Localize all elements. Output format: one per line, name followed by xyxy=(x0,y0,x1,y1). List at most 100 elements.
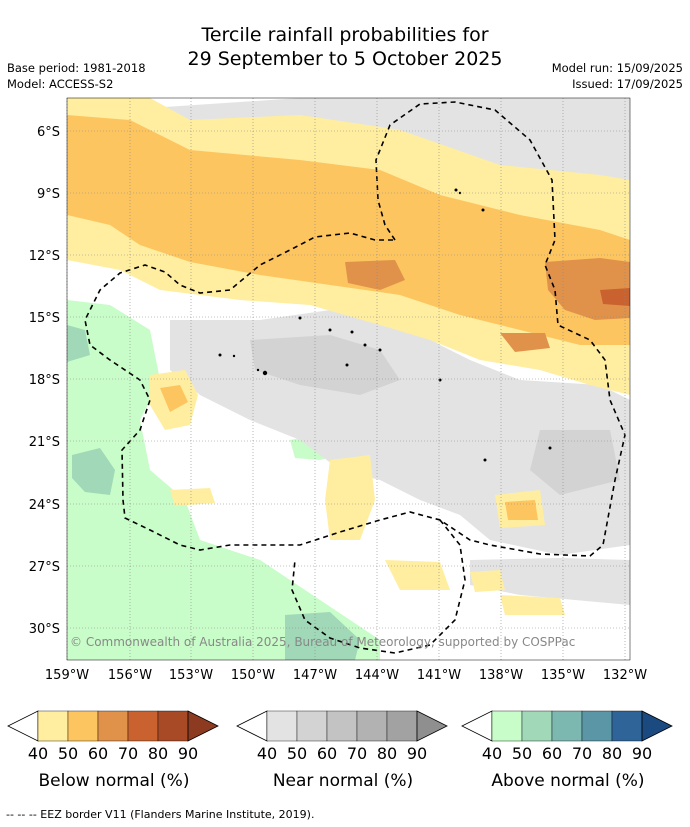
colorbar-cell xyxy=(356,710,388,742)
colorbar-tick-label: 50 xyxy=(287,744,307,763)
colorbar-cell xyxy=(296,710,328,742)
below-normal-patch-east-mid xyxy=(505,500,538,520)
colorbar-cell xyxy=(67,710,99,742)
colorbar-cell xyxy=(326,710,358,742)
lon-label: 141°W xyxy=(417,668,461,683)
colorbar-tick-label: 50 xyxy=(58,744,78,763)
below-normal-band-60-east xyxy=(545,258,630,320)
colorbar-tick-label: 70 xyxy=(347,744,367,763)
lon-label: 156°W xyxy=(108,668,152,683)
base-period: Base period: 1981-2018 xyxy=(7,61,146,75)
issued-date: Issued: 17/09/2025 xyxy=(572,77,683,91)
colorbar-tick-label: 80 xyxy=(602,744,622,763)
below-normal-patch-west-mid xyxy=(160,385,188,412)
lon-label: 144°W xyxy=(355,668,399,683)
lat-label: 6°S xyxy=(37,125,60,140)
map-fields xyxy=(67,98,630,660)
colorbar-cell xyxy=(157,710,189,742)
colorbar-tick-label: 80 xyxy=(377,744,397,763)
colorbar-cell xyxy=(521,710,553,742)
lat-label: 18°S xyxy=(29,373,60,388)
colorbar-tick-label: 90 xyxy=(407,744,427,763)
below-normal-patch-south xyxy=(385,560,450,590)
colorbar-high-arrow xyxy=(187,710,219,742)
island-markers xyxy=(218,188,552,462)
eez-border-south xyxy=(291,519,466,654)
colorbar-cell xyxy=(127,710,159,742)
lon-label: 147°W xyxy=(293,668,337,683)
longitude-labels: 159°W 156°W 153°W 150°W 147°W 144°W 141°… xyxy=(45,668,647,683)
lon-label: 138°W xyxy=(479,668,523,683)
colorbar-tick-label: 60 xyxy=(542,744,562,763)
legend-below-label: Below normal (%) xyxy=(38,771,190,791)
above-normal-region-west-dark-2 xyxy=(67,325,90,362)
near-normal-east-dark xyxy=(530,430,620,495)
colorbar-cell xyxy=(491,710,523,742)
lat-label: 24°S xyxy=(29,498,60,513)
near-normal-centre-dark xyxy=(250,335,400,395)
above-normal-region-west xyxy=(67,300,380,660)
below-normal-patch-southeast xyxy=(500,595,565,615)
title-line-2: 29 September to 5 October 2025 xyxy=(187,48,503,70)
below-normal-patch-sw xyxy=(170,488,215,506)
below-normal-patch-centre xyxy=(325,455,375,540)
below-normal-band-50 xyxy=(67,115,630,345)
lat-label: 21°S xyxy=(29,435,60,450)
colorbar-tick-label: 40 xyxy=(28,744,48,763)
colorbar-cell xyxy=(581,710,613,742)
lat-label: 9°S xyxy=(37,187,60,202)
colorbar-cell xyxy=(97,710,129,742)
metadata-right: Model run: 15/09/2025 Issued: 17/09/2025 xyxy=(552,60,683,92)
colorbar-cell xyxy=(551,710,583,742)
near-normal-south xyxy=(470,558,630,605)
below-normal-band-60-se xyxy=(500,333,550,352)
colorbar-low-arrow xyxy=(461,710,493,742)
colorbar-high-arrow xyxy=(641,710,673,742)
lon-label: 150°W xyxy=(231,668,275,683)
map-frame xyxy=(66,97,631,661)
colorbar-low-arrow xyxy=(236,710,268,742)
legend-above-normal: 40 50 60 70 80 90 xyxy=(461,710,673,763)
colorbar-high-arrow xyxy=(416,710,448,742)
below-normal-band-70 xyxy=(600,288,630,306)
colorbar-tick-label: 50 xyxy=(512,744,532,763)
legend-below-normal: 40 50 60 70 80 90 xyxy=(7,710,219,763)
colorbar-cell xyxy=(611,710,643,742)
above-normal-region-west-dark xyxy=(72,448,115,495)
title-line-1: Tercile rainfall probabilities for xyxy=(201,24,489,46)
below-normal-band-60-centre xyxy=(345,260,405,290)
colorbar-tick-label: 70 xyxy=(118,744,138,763)
colorbar-tick-label: 90 xyxy=(178,744,198,763)
colorbar-tick-label: 40 xyxy=(482,744,502,763)
lon-label: 135°W xyxy=(541,668,585,683)
lon-label: 132°W xyxy=(603,668,647,683)
colorbar-tick-label: 70 xyxy=(572,744,592,763)
legend-near-label: Near normal (%) xyxy=(272,771,414,791)
colorbar-tick-label: 40 xyxy=(257,744,277,763)
below-normal-patch-s2 xyxy=(470,570,505,592)
eez-footnote: -- -- -- EEZ border V11 (Flanders Marine… xyxy=(6,808,315,821)
lat-label: 12°S xyxy=(29,249,60,264)
copyright-notice: © Commonwealth of Australia 2025, Bureau… xyxy=(70,635,575,649)
legend-above-label: Above normal (%) xyxy=(491,771,645,791)
colorbar-tick-label: 60 xyxy=(88,744,108,763)
colorbar-cell xyxy=(37,710,69,742)
lat-label: 15°S xyxy=(29,311,60,326)
model-name: Model: ACCESS-S2 xyxy=(7,77,114,91)
lon-label: 153°W xyxy=(169,668,213,683)
latitude-labels: 6°S 9°S 12°S 15°S 18°S 21°S 24°S 27°S 30… xyxy=(29,125,60,637)
colorbar-tick-label: 60 xyxy=(317,744,337,763)
colorbar-tick-label: 80 xyxy=(148,744,168,763)
model-run: Model run: 15/09/2025 xyxy=(551,61,683,75)
eez-border xyxy=(84,101,626,557)
metadata-left: Base period: 1981-2018 Model: ACCESS-S2 xyxy=(7,60,146,92)
colorbar-cell xyxy=(266,710,298,742)
lon-label: 159°W xyxy=(45,668,89,683)
colorbar-cell xyxy=(386,710,418,742)
lat-label: 27°S xyxy=(29,560,60,575)
colorbar-low-arrow xyxy=(7,710,39,742)
legend-near-normal: 40 50 60 70 80 90 xyxy=(236,710,448,763)
lat-label: 30°S xyxy=(29,622,60,637)
colorbar-tick-label: 90 xyxy=(632,744,652,763)
